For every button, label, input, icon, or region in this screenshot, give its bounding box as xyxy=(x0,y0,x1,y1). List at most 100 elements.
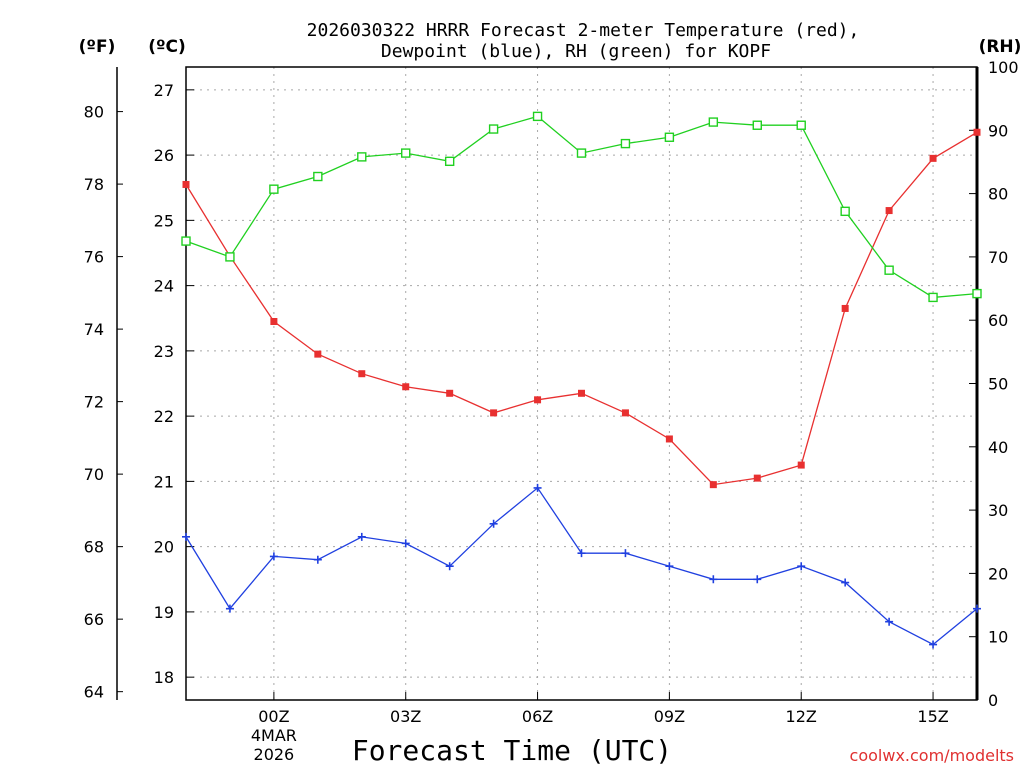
dewpoint-point xyxy=(225,604,234,613)
temperature-point xyxy=(490,409,498,417)
temperature-point xyxy=(797,461,805,469)
dewpoint-point xyxy=(973,604,981,613)
rh-tick-label: 30 xyxy=(988,501,1008,520)
temperature-point xyxy=(709,481,717,489)
dewpoint-point xyxy=(182,532,190,541)
celsius-tick-label: 20 xyxy=(154,538,174,557)
fahrenheit-tick-label: 66 xyxy=(84,610,104,629)
rh-tick-label: 20 xyxy=(988,564,1008,583)
celsius-tick-label: 25 xyxy=(154,211,174,230)
chart-title-line-1: 2026030322 HRRR Forecast 2-meter Tempera… xyxy=(307,20,860,41)
fahrenheit-tick-label: 68 xyxy=(84,538,104,557)
rh-point xyxy=(708,117,719,127)
rh-unit-label: (RH) xyxy=(979,37,1022,57)
temperature-point xyxy=(753,474,761,482)
dewpoint-line xyxy=(185,486,978,646)
celsius-tick-label: 18 xyxy=(154,668,174,687)
rh-point xyxy=(488,124,499,134)
temperature-point xyxy=(446,389,454,397)
rh-tick-label: 40 xyxy=(988,438,1008,457)
plot-frame xyxy=(185,66,978,701)
temperature-point xyxy=(402,383,410,391)
dewpoint-point xyxy=(885,617,894,626)
dewpoint-point xyxy=(445,562,454,571)
rh-point xyxy=(401,148,411,158)
fahrenheit-tick-label: 80 xyxy=(84,103,104,122)
fahrenheit-axis: 64 66 68 70 72 74 76 78 80 xyxy=(84,67,123,702)
rh-point xyxy=(532,111,543,122)
dewpoint-point xyxy=(489,519,498,528)
temperature-line xyxy=(185,131,978,486)
dewpoint-point xyxy=(841,578,850,587)
fahrenheit-tick-label: 72 xyxy=(84,393,104,412)
fahrenheit-tick-label: 78 xyxy=(84,175,104,194)
dewpoint-point xyxy=(357,532,366,541)
dewpoint-point xyxy=(577,549,586,558)
time-axis: 00Z 03Z 06Z 09Z 12Z 15Z xyxy=(258,692,949,726)
celsius-tick-label: 19 xyxy=(154,603,174,622)
rh-axis: 0 10 20 30 40 50 60 70 80 90 100 xyxy=(969,58,1019,710)
dewpoint-series xyxy=(182,483,981,649)
dewpoint-point xyxy=(929,640,938,649)
date-label-day: 4MAR xyxy=(251,726,297,745)
celsius-tick-label: 22 xyxy=(154,407,174,426)
time-tick-label: 00Z xyxy=(258,707,289,726)
rh-tick-label: 100 xyxy=(988,58,1019,77)
rh-point xyxy=(576,148,587,158)
temperature-point xyxy=(578,389,585,397)
temperature-point xyxy=(665,435,673,443)
rh-point xyxy=(928,292,938,303)
rh-point xyxy=(181,236,191,246)
dewpoint-point xyxy=(269,552,278,561)
dewpoint-point xyxy=(533,483,542,492)
celsius-tick-label: 24 xyxy=(154,277,174,296)
dewpoint-point xyxy=(313,555,322,564)
dewpoint-point xyxy=(665,562,674,571)
time-tick-label: 12Z xyxy=(786,707,817,726)
dewpoint-point xyxy=(621,549,630,558)
temperature-point xyxy=(270,318,278,326)
temperature-series xyxy=(182,128,981,489)
celsius-tick-label: 21 xyxy=(154,472,174,491)
dewpoint-point xyxy=(797,562,806,571)
temperature-point xyxy=(621,409,629,417)
series-layer xyxy=(181,111,982,649)
rh-point xyxy=(796,120,806,130)
rh-tick-label: 0 xyxy=(988,691,998,710)
rh-tick-label: 80 xyxy=(988,185,1008,204)
temperature-point xyxy=(885,207,893,215)
time-tick-label: 06Z xyxy=(522,707,553,726)
rh-point xyxy=(444,156,455,167)
rh-point xyxy=(620,138,631,149)
dewpoint-point xyxy=(709,575,718,584)
date-label-year: 2026 xyxy=(254,745,295,764)
celsius-tick-label: 27 xyxy=(154,81,174,100)
fahrenheit-unit-label: (ºF) xyxy=(79,37,116,57)
rh-tick-label: 60 xyxy=(988,311,1008,330)
rh-point xyxy=(840,206,850,217)
temperature-point xyxy=(314,350,322,358)
temperature-point xyxy=(973,128,981,136)
time-tick-label: 03Z xyxy=(390,707,421,726)
celsius-tick-label: 26 xyxy=(154,146,174,165)
rh-point xyxy=(357,152,367,162)
rh-point xyxy=(313,171,323,182)
temperature-point xyxy=(182,180,190,188)
celsius-axis: 18 19 20 21 22 23 24 25 26 27 xyxy=(154,81,194,687)
chart-title-line-2: Dewpoint (blue), RH (green) for KOPF xyxy=(381,41,771,62)
temperature-point xyxy=(534,396,542,404)
rh-line xyxy=(185,115,978,299)
rh-point xyxy=(972,288,982,299)
rh-series xyxy=(181,111,982,303)
grid xyxy=(186,67,977,700)
x-axis-label: Forecast Time (UTC) xyxy=(352,734,672,767)
temperature-point xyxy=(929,154,937,162)
temperature-point xyxy=(358,370,366,378)
rh-tick-label: 10 xyxy=(988,628,1008,647)
time-tick-label: 15Z xyxy=(917,707,948,726)
time-tick-label: 09Z xyxy=(654,707,685,726)
celsius-unit-label: (ºC) xyxy=(148,37,186,57)
rh-point xyxy=(269,184,279,194)
source-credit: coolwx.com/modelts xyxy=(850,746,1014,765)
